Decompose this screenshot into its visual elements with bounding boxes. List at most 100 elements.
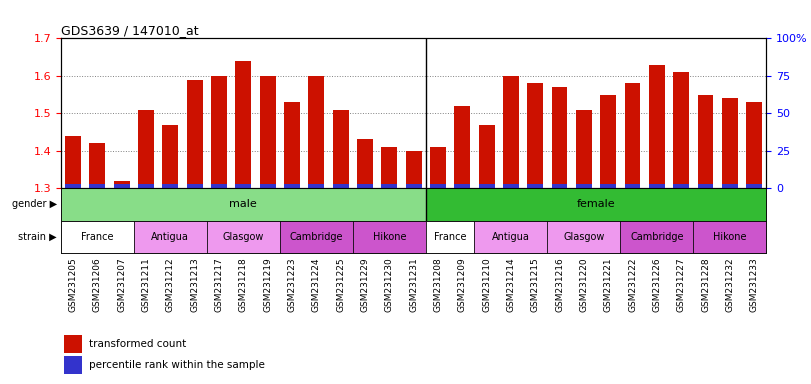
Bar xyxy=(478,184,495,188)
Text: GSM231206: GSM231206 xyxy=(92,257,102,312)
Bar xyxy=(697,94,714,188)
Text: GSM231229: GSM231229 xyxy=(360,257,370,312)
Text: France: France xyxy=(81,232,114,242)
Bar xyxy=(576,109,592,188)
Bar xyxy=(430,147,446,188)
Bar xyxy=(478,124,495,188)
Bar xyxy=(454,106,470,188)
Text: GSM231224: GSM231224 xyxy=(311,257,321,312)
Bar xyxy=(284,102,300,188)
Text: GSM231228: GSM231228 xyxy=(701,257,710,312)
Text: GSM231218: GSM231218 xyxy=(238,257,248,312)
Bar xyxy=(207,221,280,253)
Bar xyxy=(89,143,105,188)
Text: Antigua: Antigua xyxy=(152,232,189,242)
Text: percentile rank within the sample: percentile rank within the sample xyxy=(89,360,265,370)
Bar xyxy=(624,184,641,188)
Text: Hikone: Hikone xyxy=(713,232,747,242)
Bar xyxy=(430,184,446,188)
Bar xyxy=(722,98,738,188)
Bar xyxy=(353,221,426,253)
Text: GSM231227: GSM231227 xyxy=(676,257,686,312)
Bar xyxy=(65,136,81,188)
Bar xyxy=(235,184,251,188)
Text: Hikone: Hikone xyxy=(372,232,406,242)
Bar xyxy=(426,188,766,221)
Text: GSM231223: GSM231223 xyxy=(287,257,297,312)
Text: GSM231220: GSM231220 xyxy=(579,257,589,312)
Bar xyxy=(600,94,616,188)
Text: GSM231225: GSM231225 xyxy=(336,257,345,312)
Text: GSM231213: GSM231213 xyxy=(190,257,200,312)
Bar xyxy=(211,76,227,188)
Text: Cambridge: Cambridge xyxy=(290,232,343,242)
Bar xyxy=(697,184,714,188)
Bar xyxy=(162,184,178,188)
Text: GSM231232: GSM231232 xyxy=(725,257,735,312)
Text: Cambridge: Cambridge xyxy=(630,232,684,242)
Text: strain ▶: strain ▶ xyxy=(18,232,57,242)
Bar xyxy=(260,76,276,188)
Text: GSM231208: GSM231208 xyxy=(433,257,443,312)
Bar xyxy=(503,184,519,188)
Bar xyxy=(620,221,693,253)
Text: GSM231222: GSM231222 xyxy=(628,257,637,312)
Text: GSM231207: GSM231207 xyxy=(117,257,127,312)
Text: GSM231211: GSM231211 xyxy=(141,257,151,312)
Bar xyxy=(600,184,616,188)
Text: France: France xyxy=(434,232,466,242)
Text: GDS3639 / 147010_at: GDS3639 / 147010_at xyxy=(61,24,199,37)
Bar xyxy=(722,184,738,188)
Bar xyxy=(381,184,397,188)
Bar xyxy=(187,184,203,188)
Bar xyxy=(576,184,592,188)
Bar xyxy=(551,87,568,188)
Bar xyxy=(211,184,227,188)
Bar xyxy=(64,335,82,353)
Text: GSM231217: GSM231217 xyxy=(214,257,224,312)
Bar xyxy=(673,72,689,188)
Bar xyxy=(649,65,665,188)
Bar xyxy=(235,61,251,188)
Bar xyxy=(406,184,422,188)
Bar xyxy=(65,184,81,188)
Bar xyxy=(357,139,373,188)
Text: GSM231215: GSM231215 xyxy=(530,257,540,312)
Bar xyxy=(649,184,665,188)
Bar xyxy=(187,79,203,188)
Bar xyxy=(527,83,543,188)
Text: transformed count: transformed count xyxy=(89,339,187,349)
Text: gender ▶: gender ▶ xyxy=(11,199,57,210)
Bar xyxy=(551,184,568,188)
Text: GSM231216: GSM231216 xyxy=(555,257,564,312)
Bar xyxy=(138,109,154,188)
Bar xyxy=(406,151,422,188)
Bar xyxy=(114,181,130,188)
Bar xyxy=(746,102,762,188)
Text: GSM231231: GSM231231 xyxy=(409,257,418,312)
Bar xyxy=(308,76,324,188)
Bar xyxy=(64,356,82,374)
Bar xyxy=(746,184,762,188)
Text: Glasgow: Glasgow xyxy=(563,232,605,242)
Bar xyxy=(624,83,641,188)
Text: male: male xyxy=(230,199,257,210)
Bar xyxy=(527,184,543,188)
Bar xyxy=(333,184,349,188)
Bar xyxy=(693,221,766,253)
Bar xyxy=(61,188,426,221)
Text: GSM231209: GSM231209 xyxy=(457,257,467,312)
Bar xyxy=(280,221,353,253)
Bar xyxy=(61,221,134,253)
Bar xyxy=(260,184,276,188)
Bar xyxy=(381,147,397,188)
Bar xyxy=(284,184,300,188)
Text: GSM231233: GSM231233 xyxy=(749,257,759,312)
Bar xyxy=(547,221,620,253)
Bar xyxy=(162,124,178,188)
Text: GSM231214: GSM231214 xyxy=(506,257,516,312)
Bar xyxy=(454,184,470,188)
Bar xyxy=(503,76,519,188)
Bar xyxy=(138,184,154,188)
Text: female: female xyxy=(577,199,616,210)
